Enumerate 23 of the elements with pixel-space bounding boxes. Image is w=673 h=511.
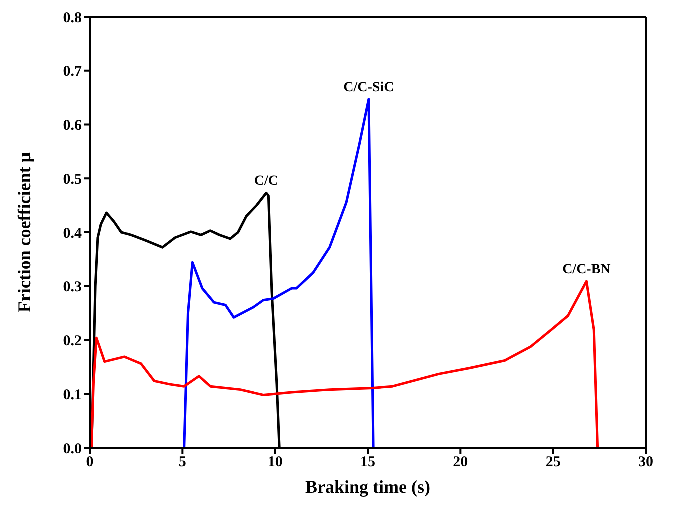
- x-axis-title: Braking time (s): [306, 477, 430, 497]
- y-axis-title: Friction coefficient μ: [14, 152, 34, 313]
- annotation: C/C-BN: [562, 262, 611, 278]
- x-tick-label: 15: [360, 454, 376, 471]
- line-series: [90, 280, 600, 448]
- line-series: [183, 98, 375, 448]
- y-tick-label: 0.1: [63, 387, 82, 404]
- x-tick-label: 0: [86, 454, 94, 471]
- annotation: C/C: [254, 174, 278, 190]
- y-tick-label: 0.3: [63, 280, 82, 296]
- y-tick-label: 0.0: [63, 441, 82, 458]
- y-tick-label: 0.4: [63, 226, 82, 242]
- y-tick-label: 0.7: [63, 64, 82, 80]
- x-tick-label: 10: [268, 454, 283, 471]
- y-tick-label: 0.2: [63, 334, 82, 350]
- x-tick-label: 5: [178, 454, 186, 471]
- x-tick-label: 30: [638, 454, 654, 471]
- y-tick-label: 0.6: [63, 118, 82, 134]
- y-tick-label: 0.5: [63, 172, 82, 188]
- x-tick-label: 25: [546, 454, 561, 471]
- x-tick-label: 20: [453, 454, 468, 471]
- y-tick-label: 0.8: [63, 10, 82, 26]
- annotation: C/C-SiC: [344, 80, 394, 96]
